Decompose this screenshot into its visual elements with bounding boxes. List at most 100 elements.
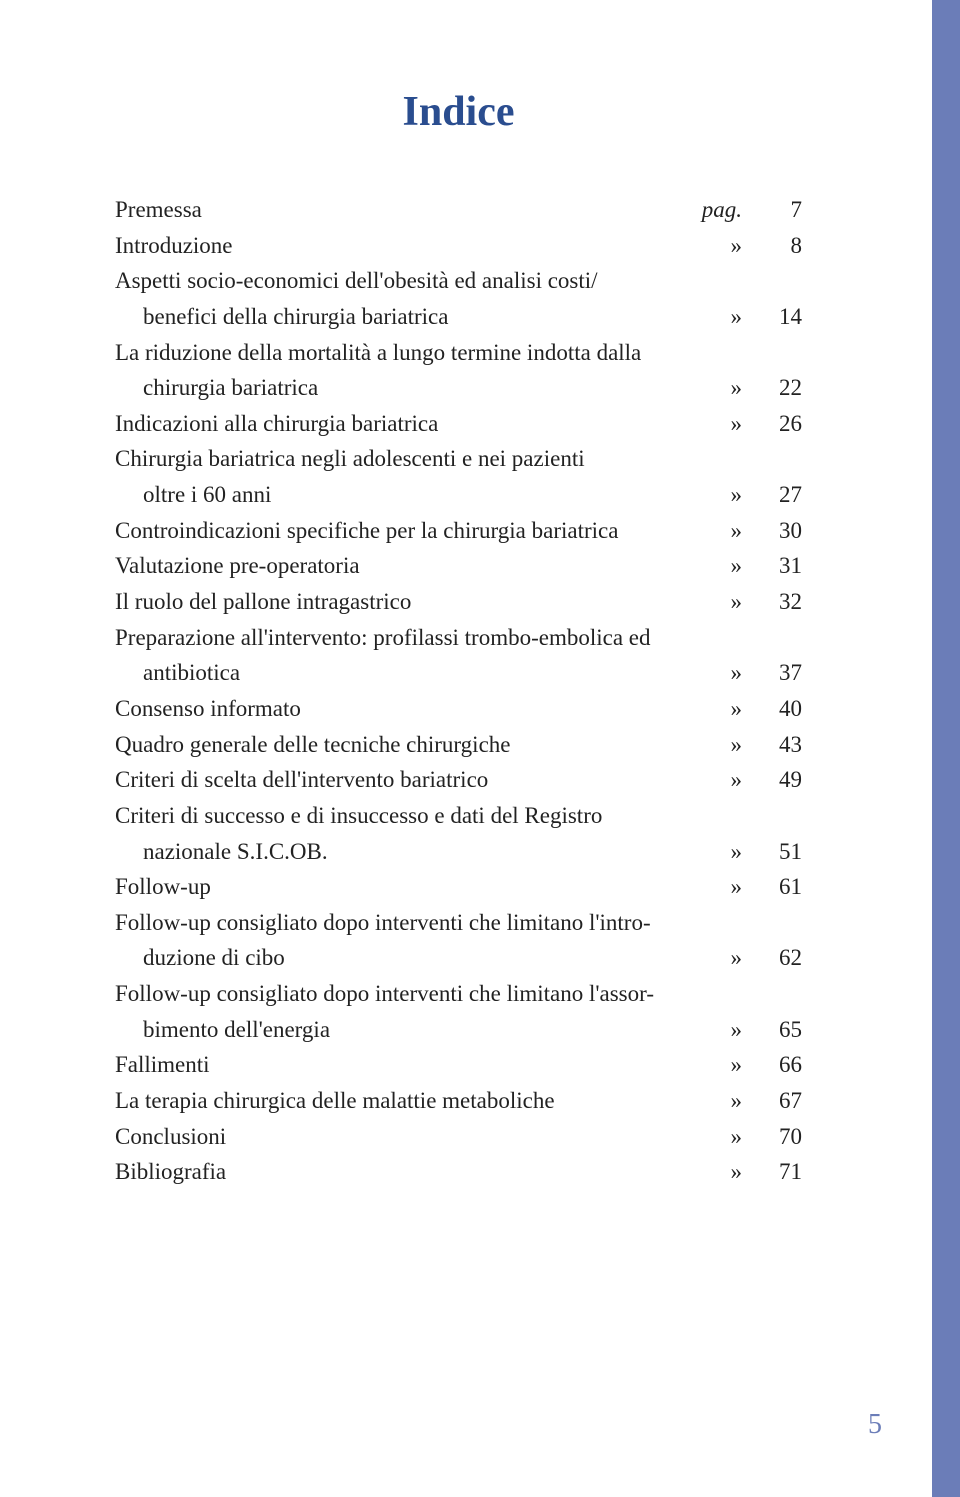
toc-page-number: 37 bbox=[742, 655, 802, 691]
toc-mark: » bbox=[692, 299, 742, 335]
toc-entry-label: Bibliografia bbox=[115, 1154, 692, 1190]
toc-entry-label: antibiotica bbox=[115, 655, 692, 691]
toc-entry-label: Aspetti socio-economici dell'obesità ed … bbox=[115, 263, 802, 299]
toc-entry-label: benefici della chirurgia bariatrica bbox=[115, 299, 692, 335]
toc-mark: » bbox=[692, 762, 742, 798]
toc-row: duzione di cibo»62 bbox=[115, 940, 802, 976]
toc-mark: » bbox=[692, 513, 742, 549]
toc-mark: » bbox=[692, 727, 742, 763]
toc-entry-label: Indicazioni alla chirurgia bariatrica bbox=[115, 406, 692, 442]
toc-mark: » bbox=[692, 584, 742, 620]
toc-pag-label: pag. bbox=[692, 192, 742, 228]
toc-page-number: 65 bbox=[742, 1012, 802, 1048]
toc-entry-label: Quadro generale delle tecniche chirurgic… bbox=[115, 727, 692, 763]
toc-entry-label: Follow-up consigliato dopo interventi ch… bbox=[115, 976, 802, 1012]
toc-page-number: 51 bbox=[742, 834, 802, 870]
toc-entry-label: bimento dell'energia bbox=[115, 1012, 692, 1048]
toc-mark: » bbox=[692, 940, 742, 976]
toc-entry-label: Consenso informato bbox=[115, 691, 692, 727]
toc-row: antibiotica»37 bbox=[115, 655, 802, 691]
toc-mark: » bbox=[692, 834, 742, 870]
toc-row: Quadro generale delle tecniche chirurgic… bbox=[115, 727, 802, 763]
toc-page-number: 22 bbox=[742, 370, 802, 406]
toc-mark: » bbox=[692, 548, 742, 584]
toc-page-number: 62 bbox=[742, 940, 802, 976]
toc-row: nazionale S.I.C.OB.»51 bbox=[115, 834, 802, 870]
toc-row: Criteri di successo e di insuccesso e da… bbox=[115, 798, 802, 834]
toc-entry-label: Criteri di scelta dell'intervento bariat… bbox=[115, 762, 692, 798]
page-content: Indice Premessapag.7Introduzione»8Aspett… bbox=[0, 0, 932, 1190]
toc-row: La riduzione della mortalità a lungo ter… bbox=[115, 335, 802, 371]
toc-row: Criteri di scelta dell'intervento bariat… bbox=[115, 762, 802, 798]
toc-page-number: 31 bbox=[742, 548, 802, 584]
toc-mark: » bbox=[692, 691, 742, 727]
toc-page-number: 61 bbox=[742, 869, 802, 905]
toc-mark: » bbox=[692, 1012, 742, 1048]
toc-entry-label: Controindicazioni specifiche per la chir… bbox=[115, 513, 692, 549]
toc-entry-label: Valutazione pre-operatoria bbox=[115, 548, 692, 584]
toc-page-number: 49 bbox=[742, 762, 802, 798]
toc-row: Indicazioni alla chirurgia bariatrica»26 bbox=[115, 406, 802, 442]
toc-page-number: 43 bbox=[742, 727, 802, 763]
toc-page-number: 71 bbox=[742, 1154, 802, 1190]
toc-row: Chirurgia bariatrica negli adolescenti e… bbox=[115, 441, 802, 477]
toc-row: Il ruolo del pallone intragastrico»32 bbox=[115, 584, 802, 620]
toc-row: Follow-up consigliato dopo interventi ch… bbox=[115, 905, 802, 941]
toc-page-number: 30 bbox=[742, 513, 802, 549]
toc-row: Aspetti socio-economici dell'obesità ed … bbox=[115, 263, 802, 299]
toc-mark: » bbox=[692, 1119, 742, 1155]
toc-entry-label: La riduzione della mortalità a lungo ter… bbox=[115, 335, 802, 371]
toc-entry-label: Fallimenti bbox=[115, 1047, 692, 1083]
toc-page-number: 32 bbox=[742, 584, 802, 620]
toc-row: La terapia chirurgica delle malattie met… bbox=[115, 1083, 802, 1119]
toc-mark: » bbox=[692, 869, 742, 905]
toc-row: Follow-up consigliato dopo interventi ch… bbox=[115, 976, 802, 1012]
toc-entry-label: Criteri di successo e di insuccesso e da… bbox=[115, 798, 802, 834]
toc-page-number: 67 bbox=[742, 1083, 802, 1119]
toc-row: Controindicazioni specifiche per la chir… bbox=[115, 513, 802, 549]
toc-row: bimento dell'energia»65 bbox=[115, 1012, 802, 1048]
toc-mark: » bbox=[692, 370, 742, 406]
side-accent-bar bbox=[932, 0, 960, 1497]
toc-entry-label: Conclusioni bbox=[115, 1119, 692, 1155]
toc-mark: » bbox=[692, 1047, 742, 1083]
toc-entry-label: Premessa bbox=[115, 192, 692, 228]
toc-entry-label: Follow-up consigliato dopo interventi ch… bbox=[115, 905, 802, 941]
toc-row: Bibliografia»71 bbox=[115, 1154, 802, 1190]
toc-entry-label: chirurgia bariatrica bbox=[115, 370, 692, 406]
table-of-contents: Premessapag.7Introduzione»8Aspetti socio… bbox=[115, 192, 802, 1190]
toc-page-number: 26 bbox=[742, 406, 802, 442]
toc-row: Follow-up»61 bbox=[115, 869, 802, 905]
toc-row: benefici della chirurgia bariatrica»14 bbox=[115, 299, 802, 335]
toc-mark: » bbox=[692, 1154, 742, 1190]
toc-entry-label: La terapia chirurgica delle malattie met… bbox=[115, 1083, 692, 1119]
toc-page-number: 14 bbox=[742, 299, 802, 335]
toc-page-number: 8 bbox=[742, 228, 802, 264]
toc-mark: » bbox=[692, 477, 742, 513]
toc-entry-label: nazionale S.I.C.OB. bbox=[115, 834, 692, 870]
toc-row: Conclusioni»70 bbox=[115, 1119, 802, 1155]
toc-row: chirurgia bariatrica»22 bbox=[115, 370, 802, 406]
toc-mark: » bbox=[692, 655, 742, 691]
toc-mark: » bbox=[692, 406, 742, 442]
toc-mark: » bbox=[692, 228, 742, 264]
toc-row: Premessapag.7 bbox=[115, 192, 802, 228]
toc-entry-label: Il ruolo del pallone intragastrico bbox=[115, 584, 692, 620]
toc-entry-label: Introduzione bbox=[115, 228, 692, 264]
toc-page-number: 66 bbox=[742, 1047, 802, 1083]
toc-entry-label: Preparazione all'intervento: profilassi … bbox=[115, 620, 802, 656]
toc-row: Consenso informato»40 bbox=[115, 691, 802, 727]
toc-row: Introduzione»8 bbox=[115, 228, 802, 264]
toc-mark: » bbox=[692, 1083, 742, 1119]
page-title: Indice bbox=[115, 88, 802, 136]
toc-entry-label: duzione di cibo bbox=[115, 940, 692, 976]
toc-page-number: 70 bbox=[742, 1119, 802, 1155]
toc-entry-label: Chirurgia bariatrica negli adolescenti e… bbox=[115, 441, 802, 477]
toc-page-number: 40 bbox=[742, 691, 802, 727]
toc-row: Preparazione all'intervento: profilassi … bbox=[115, 620, 802, 656]
toc-page-number: 7 bbox=[742, 192, 802, 228]
toc-entry-label: Follow-up bbox=[115, 869, 692, 905]
toc-page-number: 27 bbox=[742, 477, 802, 513]
toc-row: Valutazione pre-operatoria»31 bbox=[115, 548, 802, 584]
toc-row: oltre i 60 anni»27 bbox=[115, 477, 802, 513]
